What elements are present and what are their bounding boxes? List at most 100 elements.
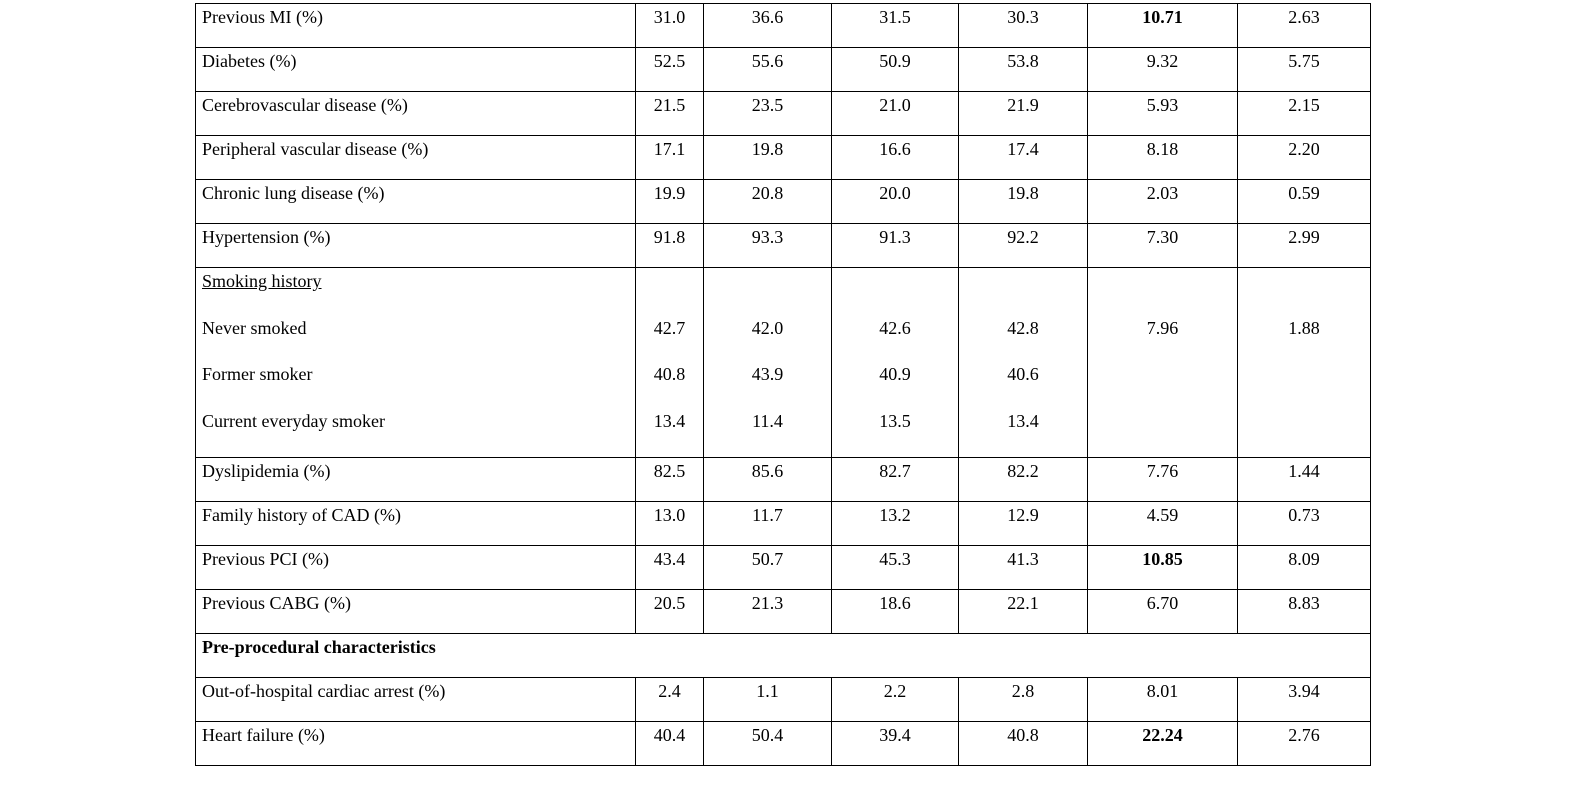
value-cell: 7.76 xyxy=(1087,457,1238,502)
sub-value: 13.4 xyxy=(653,410,686,431)
value-cell: 1.1 xyxy=(703,677,832,722)
table-row: Hypertension (%) 91.8 93.3 91.3 92.2 7.30 2.99 xyxy=(195,223,1371,268)
value-cell: 12.9 xyxy=(958,501,1088,546)
value-cell: 19.9 xyxy=(635,179,704,224)
row-label: Chronic lung disease (%) xyxy=(195,179,636,224)
sub-value: 42.6 xyxy=(879,317,911,338)
value-cell: 19.8 xyxy=(703,135,832,180)
value-cell: 50.7 xyxy=(703,545,832,590)
value-cell: 10.85 xyxy=(1087,545,1238,590)
value-cell: 42.6 40.9 13.5 xyxy=(831,267,959,458)
table-row: Cerebrovascular disease (%) 21.5 23.5 21.0 2… xyxy=(195,91,1371,136)
value-cell: 8.83 xyxy=(1237,589,1371,634)
value-cell: 50.4 xyxy=(703,721,832,766)
value-cell: 85.6 xyxy=(703,457,832,502)
value-cell: 17.1 xyxy=(635,135,704,180)
value-cell: 2.2 xyxy=(831,677,959,722)
value-cell: 19.8 xyxy=(958,179,1088,224)
value-cell: 42.8 40.6 13.4 xyxy=(958,267,1088,458)
sub-value: 42.0 xyxy=(751,317,784,338)
value-cell: 2.8 xyxy=(958,677,1088,722)
value-cell: 5.75 xyxy=(1237,47,1371,92)
value-cell: 43.4 xyxy=(635,545,704,590)
blank-line xyxy=(706,271,829,318)
value-cell: 2.15 xyxy=(1237,91,1371,136)
row-label: Hypertension (%) xyxy=(195,223,636,268)
value-cell: 2.4 xyxy=(635,677,704,722)
section-header: Pre-procedural characteristics xyxy=(195,633,1371,678)
sub-label: Current everyday smoker xyxy=(202,410,385,431)
row-label: Diabetes (%) xyxy=(195,47,636,92)
value-cell: 2.99 xyxy=(1237,223,1371,268)
value-cell: 3.94 xyxy=(1237,677,1371,722)
value-cell: 21.3 xyxy=(703,589,832,634)
value-cell: 55.6 xyxy=(703,47,832,92)
value-cell: 21.9 xyxy=(958,91,1088,136)
value-cell: 53.8 xyxy=(958,47,1088,92)
value-cell: 10.71 xyxy=(1087,3,1238,48)
value-cell: 2.20 xyxy=(1237,135,1371,180)
sub-value: 40.6 xyxy=(1007,364,1039,384)
value-cell: 82.5 xyxy=(635,457,704,502)
row-label: Previous CABG (%) xyxy=(195,589,636,634)
value-cell: 2.63 xyxy=(1237,3,1371,48)
sub-value: 1.88 xyxy=(1288,317,1320,338)
sub-value: 13.5 xyxy=(879,410,911,431)
group-label: Smoking history xyxy=(202,271,322,291)
value-cell: 42.7 40.8 13.4 xyxy=(635,267,704,458)
value-cell: 20.0 xyxy=(831,179,959,224)
value-cell: 22.1 xyxy=(958,589,1088,634)
value-cell: 50.9 xyxy=(831,47,959,92)
table-row: Chronic lung disease (%) 19.9 20.8 20.0 19.8… xyxy=(195,179,1371,224)
sub-label: Never smoked xyxy=(202,317,307,338)
table-row: Diabetes (%) 52.5 55.6 50.9 53.8 9.32 5.75 xyxy=(195,47,1371,92)
value-cell: 21.0 xyxy=(831,91,959,136)
sub-value: 42.8 xyxy=(1007,317,1039,338)
table-row: Heart failure (%) 40.4 50.4 39.4 40.8 22.24 2.… xyxy=(195,721,1371,766)
sub-label: Former smoker xyxy=(202,364,313,384)
blank-line xyxy=(638,271,701,318)
value-cell: 20.8 xyxy=(703,179,832,224)
value-cell: 6.70 xyxy=(1087,589,1238,634)
value-cell: 1.44 xyxy=(1237,457,1371,502)
value-cell: 52.5 xyxy=(635,47,704,92)
blank-line xyxy=(834,271,956,318)
value-cell: 17.4 xyxy=(958,135,1088,180)
value-cell: 42.0 43.9 11.4 xyxy=(703,267,832,458)
blank-line xyxy=(1240,271,1368,318)
table-row: Pre-procedural characteristics xyxy=(195,633,1371,678)
value-cell: 82.2 xyxy=(958,457,1088,502)
sub-value: 7.96 xyxy=(1146,317,1179,338)
value-cell: 4.59 xyxy=(1087,501,1238,546)
value-cell: 20.5 xyxy=(635,589,704,634)
value-cell: 40.8 xyxy=(958,721,1088,766)
row-label: Previous PCI (%) xyxy=(195,545,636,590)
sub-value: 40.9 xyxy=(879,364,911,384)
sub-value: 40.8 xyxy=(653,364,686,384)
value-cell: 16.6 xyxy=(831,135,959,180)
value-cell: 82.7 xyxy=(831,457,959,502)
value-cell: 39.4 xyxy=(831,721,959,766)
table-row: Peripheral vascular disease (%) 17.1 19.8 1… xyxy=(195,135,1371,180)
blank-line xyxy=(1090,271,1235,318)
value-cell: 13.0 xyxy=(635,501,704,546)
table-body: Previous MI (%) 31.0 36.6 31.5 30.3 10.71 2.63… xyxy=(195,3,1371,766)
value-cell: 92.2 xyxy=(958,223,1088,268)
value-cell: 36.6 xyxy=(703,3,832,48)
table-row: Dyslipidemia (%) 82.5 85.6 82.7 82.2 7.76 1.44 xyxy=(195,457,1371,502)
value-cell: 7.96 xyxy=(1087,267,1238,458)
row-label: Previous MI (%) xyxy=(195,3,636,48)
value-cell: 21.5 xyxy=(635,91,704,136)
table-row: Smoking history Never smoked Former smoker… xyxy=(195,267,1371,458)
value-cell: 7.30 xyxy=(1087,223,1238,268)
value-cell: 30.3 xyxy=(958,3,1088,48)
table-row: Previous MI (%) 31.0 36.6 31.5 30.3 10.71 2.63 xyxy=(195,3,1371,48)
value-cell: 8.18 xyxy=(1087,135,1238,180)
value-cell: 1.88 xyxy=(1237,267,1371,458)
value-cell: 91.8 xyxy=(635,223,704,268)
row-label-group: Smoking history Never smoked Former smoker… xyxy=(195,267,636,458)
table-row: Family history of CAD (%) 13.0 11.7 13.2 12.… xyxy=(195,501,1371,546)
sub-value: 11.4 xyxy=(752,410,783,431)
value-cell: 23.5 xyxy=(703,91,832,136)
value-cell: 31.0 xyxy=(635,3,704,48)
